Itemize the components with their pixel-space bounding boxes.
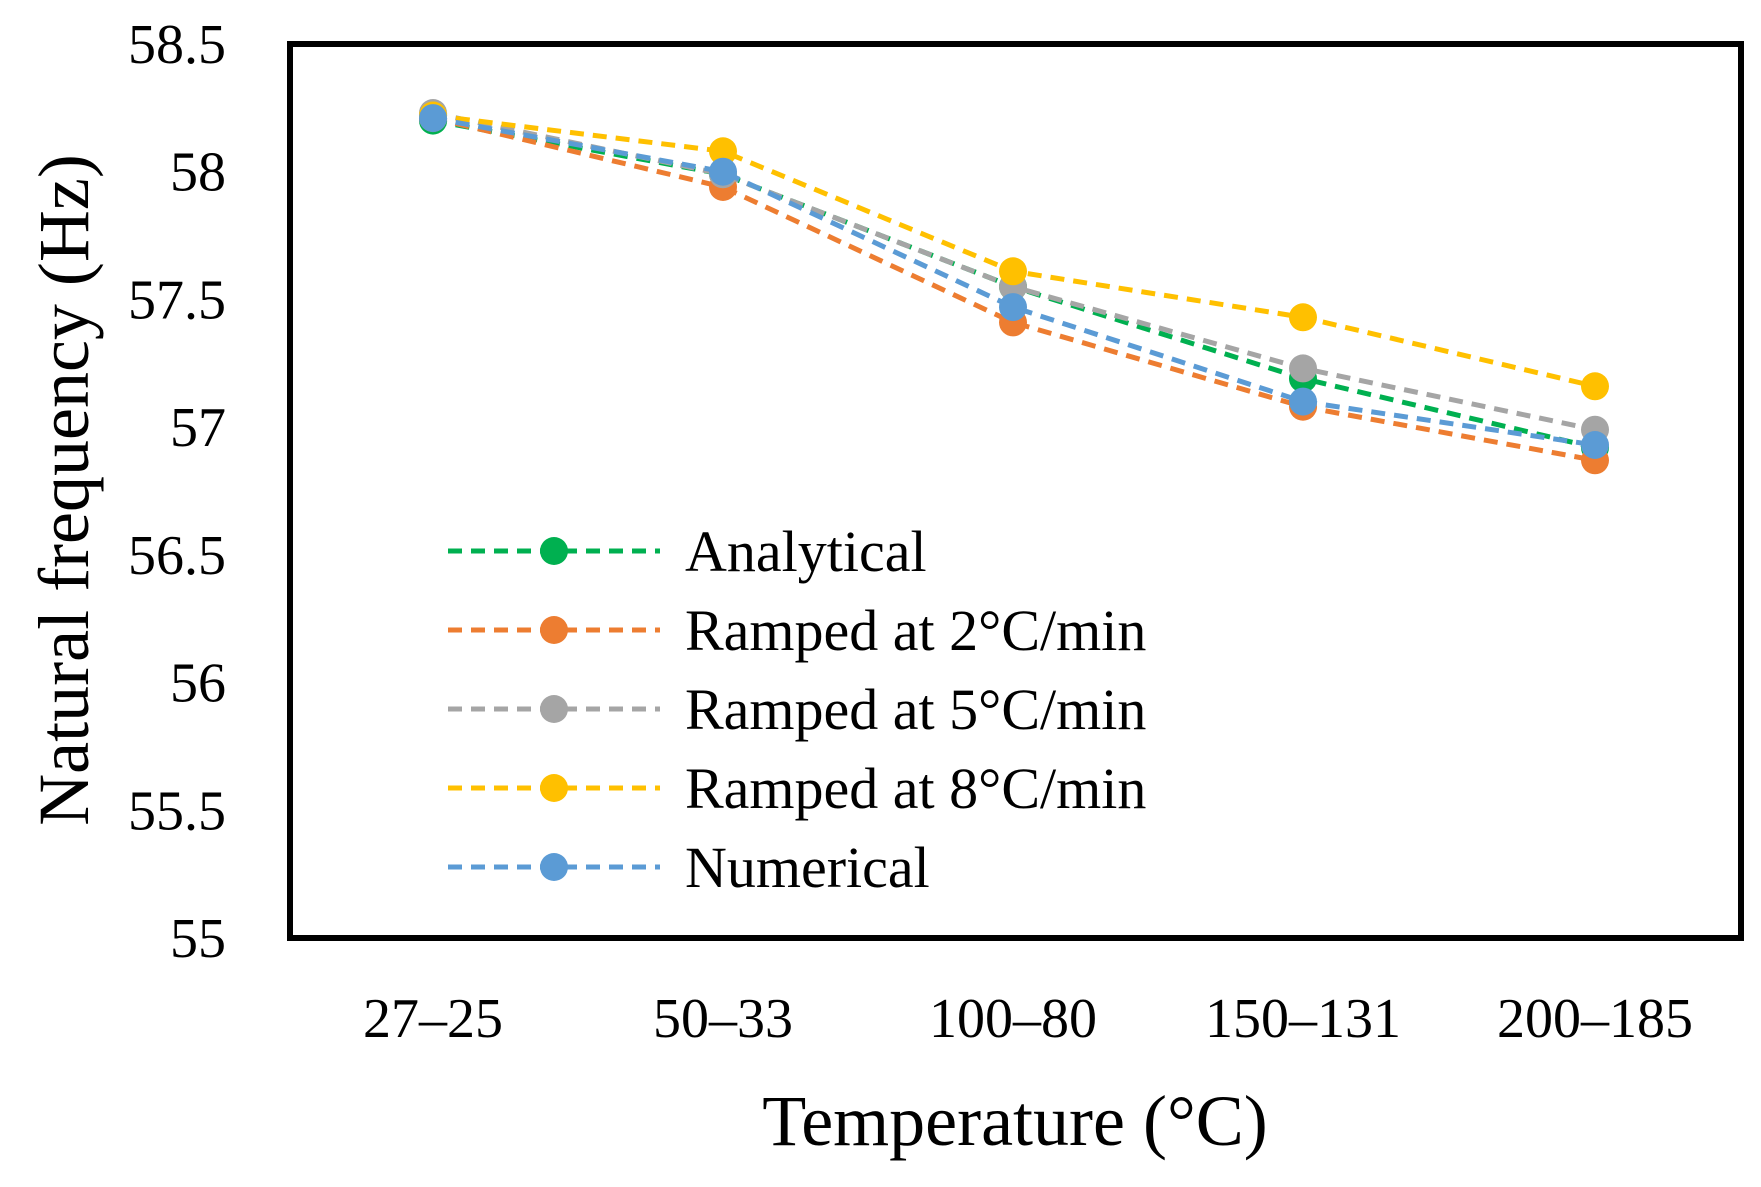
legend-marker (540, 695, 568, 723)
y-tick-label: 55.5 (128, 780, 226, 842)
data-point (999, 257, 1027, 286)
x-axis-title: Temperature (°C) (762, 1081, 1268, 1161)
series-line (432, 113, 1596, 389)
data-point (709, 157, 737, 186)
y-axis-ticks: 55 55.5 56 56.5 57 57.5 58 58.5 (128, 14, 226, 970)
legend-label: Ramped at 8°C/min (685, 756, 1146, 821)
y-tick-label: 58 (170, 142, 226, 204)
y-tick-label: 56.5 (128, 525, 226, 587)
x-tick-label: 100–80 (929, 988, 1097, 1050)
x-tick-label: 50–33 (653, 988, 793, 1050)
data-point (1289, 303, 1317, 332)
data-point (999, 293, 1027, 322)
x-tick-label: 150–131 (1205, 988, 1401, 1050)
y-tick-label: 55 (170, 908, 226, 970)
legend-item: Ramped at 5°C/min (448, 677, 1146, 742)
plot-frame (287, 41, 1744, 941)
legend-item: Ramped at 8°C/min (448, 756, 1146, 821)
series-line (432, 115, 1596, 463)
series-numerical (419, 104, 1609, 459)
x-axis-ticks: 27–25 50–33 100–80 150–131 200–185 (363, 988, 1693, 1050)
data-point (1289, 354, 1317, 383)
y-tick-label: 57.5 (128, 269, 226, 331)
legend: Analytical Ramped at 2°C/min Ramped at 5°C… (448, 519, 1146, 900)
data-point (1289, 387, 1317, 416)
x-tick-label: 200–185 (1497, 988, 1693, 1050)
y-tick-label: 57 (170, 397, 226, 459)
legend-label: Analytical (685, 519, 927, 584)
data-point (709, 137, 737, 166)
legend-marker (540, 774, 568, 802)
data-point (1581, 431, 1609, 459)
data-point (419, 104, 447, 133)
data-point (1581, 372, 1609, 401)
legend-label: Numerical (685, 835, 930, 900)
legend-item: Numerical (448, 835, 930, 900)
legend-marker (540, 616, 568, 644)
legend-item: Analytical (448, 519, 927, 584)
series-layer (419, 99, 1609, 475)
y-tick-label: 58.5 (128, 14, 226, 76)
legend-marker (540, 537, 568, 565)
y-tick-label: 56 (170, 653, 226, 715)
legend-item: Ramped at 2°C/min (448, 598, 1146, 663)
y-axis-title: Natural frequency (Hz) (24, 154, 104, 826)
series-line (432, 115, 1596, 448)
legend-label: Ramped at 2°C/min (685, 598, 1146, 663)
legend-label: Ramped at 5°C/min (685, 677, 1146, 742)
legend-marker (540, 853, 568, 881)
x-tick-label: 27–25 (363, 988, 503, 1050)
